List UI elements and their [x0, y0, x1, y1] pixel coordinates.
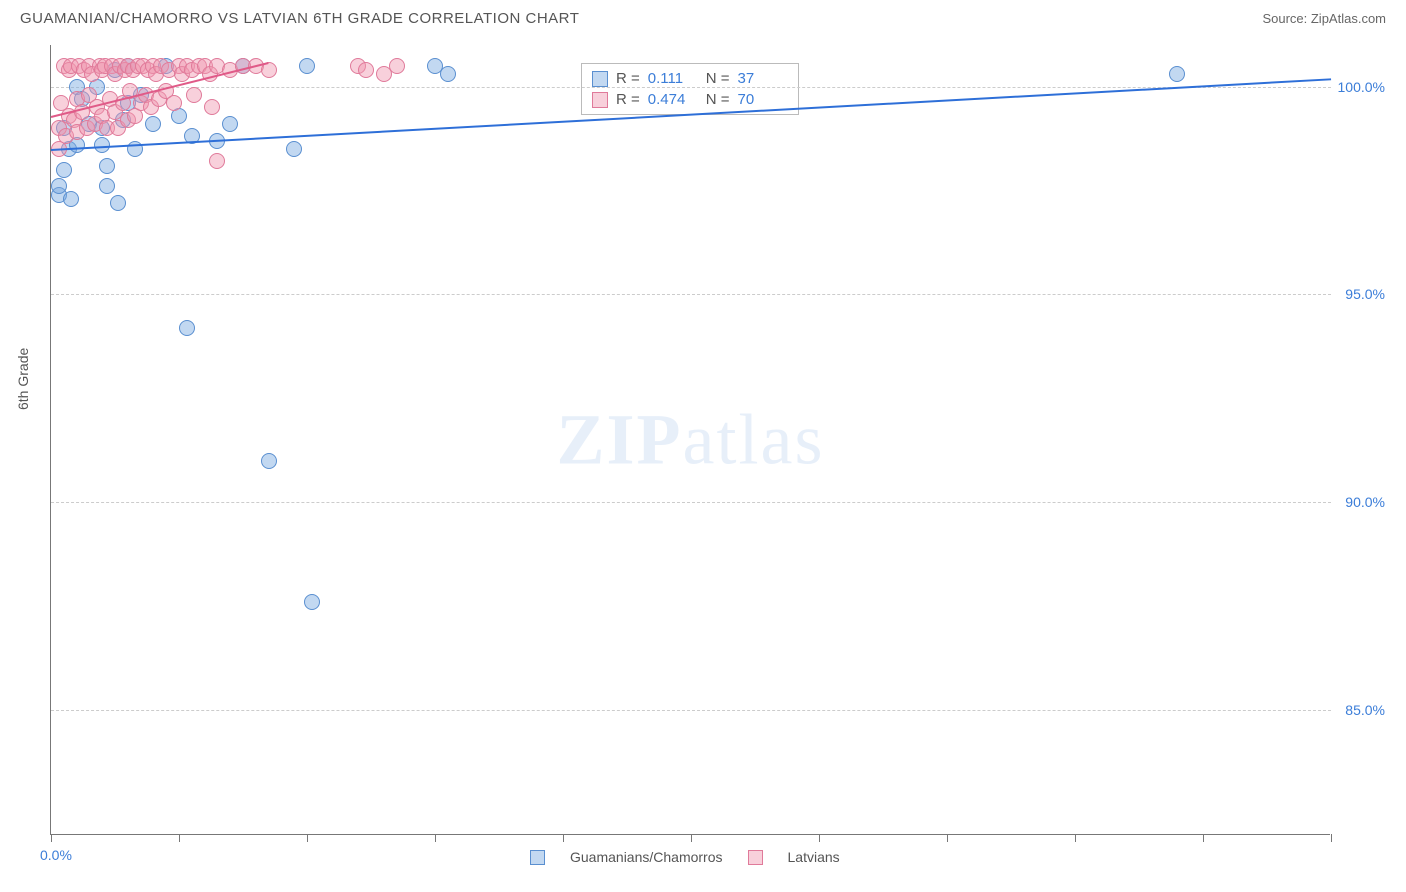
x-tick — [563, 834, 564, 842]
data-point — [222, 116, 238, 132]
x-tick — [179, 834, 180, 842]
r-value-blue: 0.111 — [648, 70, 698, 87]
data-point — [209, 153, 225, 169]
legend-swatch-blue-icon — [530, 850, 545, 865]
plot-area: ZIPatlas R = 0.111 N = 37 R = 0.474 N = … — [50, 45, 1330, 835]
x-tick — [1075, 834, 1076, 842]
data-point — [299, 58, 315, 74]
x-tick — [435, 834, 436, 842]
data-point — [358, 62, 374, 78]
x-tick — [819, 834, 820, 842]
x-tick — [947, 834, 948, 842]
y-tick-label: 100.0% — [1338, 79, 1385, 95]
chart-header: GUAMANIAN/CHAMORRO VS LATVIAN 6TH GRADE … — [0, 0, 1406, 35]
data-point — [56, 162, 72, 178]
data-point — [286, 141, 302, 157]
grid-line — [51, 294, 1331, 295]
data-point — [99, 158, 115, 174]
legend-label-blue: Guamanians/Chamorros — [570, 849, 723, 865]
x-tick — [1331, 834, 1332, 842]
n-value-blue: 37 — [738, 70, 788, 87]
r-label-pink: R = — [616, 91, 640, 108]
data-point — [51, 178, 67, 194]
data-point — [145, 116, 161, 132]
r-value-pink: 0.474 — [648, 91, 698, 108]
data-point — [440, 66, 456, 82]
y-tick-label: 85.0% — [1345, 702, 1385, 718]
data-point — [389, 58, 405, 74]
stats-box: R = 0.111 N = 37 R = 0.474 N = 70 — [581, 63, 799, 115]
x-tick — [691, 834, 692, 842]
data-point — [99, 178, 115, 194]
x-tick — [1203, 834, 1204, 842]
chart-title: GUAMANIAN/CHAMORRO VS LATVIAN 6TH GRADE … — [20, 10, 579, 27]
n-value-pink: 70 — [738, 91, 788, 108]
swatch-blue-icon — [592, 71, 608, 87]
data-point — [186, 87, 202, 103]
data-point — [179, 320, 195, 336]
r-label-blue: R = — [616, 70, 640, 87]
legend-label-pink: Latvians — [788, 849, 840, 865]
x-label-min: 0.0% — [40, 847, 72, 863]
data-point — [204, 99, 220, 115]
x-tick — [51, 834, 52, 842]
watermark: ZIPatlas — [557, 398, 825, 481]
grid-line — [51, 710, 1331, 711]
data-point — [166, 95, 182, 111]
data-point — [63, 191, 79, 207]
stats-row-pink: R = 0.474 N = 70 — [592, 89, 788, 110]
watermark-bold: ZIP — [557, 399, 683, 479]
x-tick — [307, 834, 308, 842]
n-label-pink: N = — [706, 91, 730, 108]
grid-line — [51, 502, 1331, 503]
y-axis-title: 6th Grade — [15, 348, 31, 410]
data-point — [261, 453, 277, 469]
n-label-blue: N = — [706, 70, 730, 87]
bottom-legend: Guamanians/Chamorros Latvians — [530, 849, 840, 865]
chart-source: Source: ZipAtlas.com — [1262, 11, 1386, 26]
data-point — [94, 137, 110, 153]
data-point — [1169, 66, 1185, 82]
y-tick-label: 95.0% — [1345, 286, 1385, 302]
chart-container: 6th Grade ZIPatlas R = 0.111 N = 37 R = … — [50, 45, 1385, 835]
grid-line — [51, 87, 1331, 88]
swatch-pink-icon — [592, 92, 608, 108]
data-point — [110, 195, 126, 211]
data-point — [304, 594, 320, 610]
y-tick-label: 90.0% — [1345, 494, 1385, 510]
legend-swatch-pink-icon — [748, 850, 763, 865]
watermark-light: atlas — [683, 399, 825, 479]
